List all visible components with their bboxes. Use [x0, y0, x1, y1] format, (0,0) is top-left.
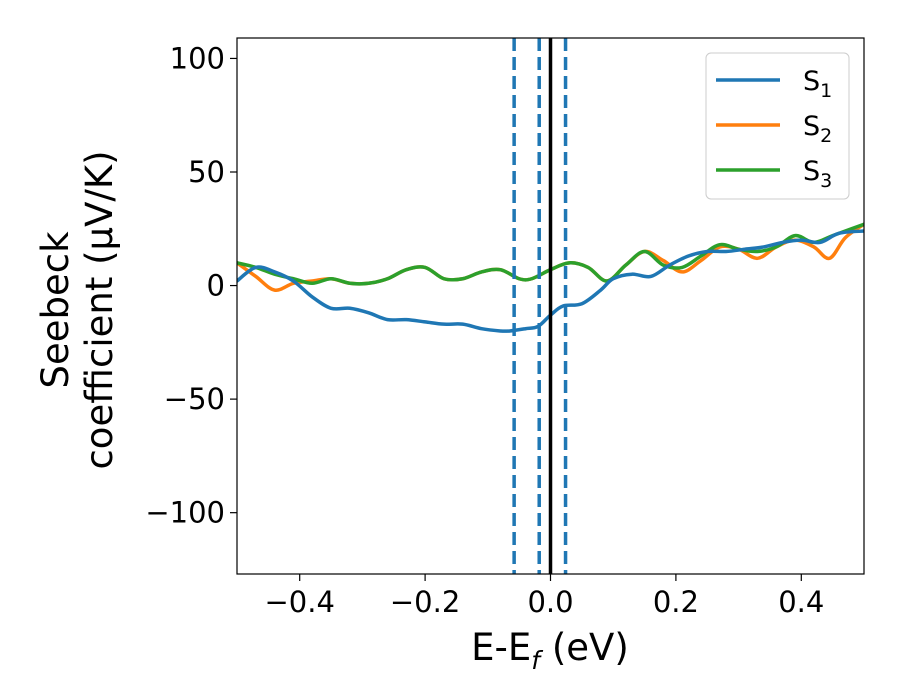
y-tick-label: 0	[207, 269, 225, 303]
x-tick-label: −0.2	[390, 585, 460, 619]
legend-label-s1: S1	[803, 66, 832, 102]
y-axis-label-line1: Seebeck	[34, 231, 77, 389]
x-tick-label: 0.2	[653, 585, 699, 619]
legend-label-s3: S3	[803, 156, 832, 192]
y-tick-label: 100	[170, 41, 225, 75]
x-tick-label: 0.4	[778, 585, 824, 619]
y-axis-label-line2: coefficient (μV/K)	[78, 150, 121, 469]
y-tick-label: 50	[188, 155, 225, 189]
plot-area	[236, 37, 865, 575]
y-tick-label: −50	[164, 382, 225, 416]
vertical-lines-layer	[512, 38, 568, 574]
series-line-s1	[237, 229, 864, 334]
x-tick-label: −0.4	[264, 585, 334, 619]
legend: S1 S2 S3	[705, 52, 850, 200]
x-tick-label: 0.0	[527, 585, 573, 619]
y-tick-label: −100	[145, 496, 225, 530]
legend-label-s2: S2	[803, 111, 832, 147]
y-axis-label: Seebeck coefficient (μV/K)	[34, 150, 121, 469]
y-axis-ticks: 100 50 0 −50 −100	[145, 41, 237, 530]
x-axis-label: E-Ef (eV)	[471, 626, 629, 675]
x-axis-ticks: −0.4 −0.2 0.0 0.2 0.4	[264, 574, 824, 619]
